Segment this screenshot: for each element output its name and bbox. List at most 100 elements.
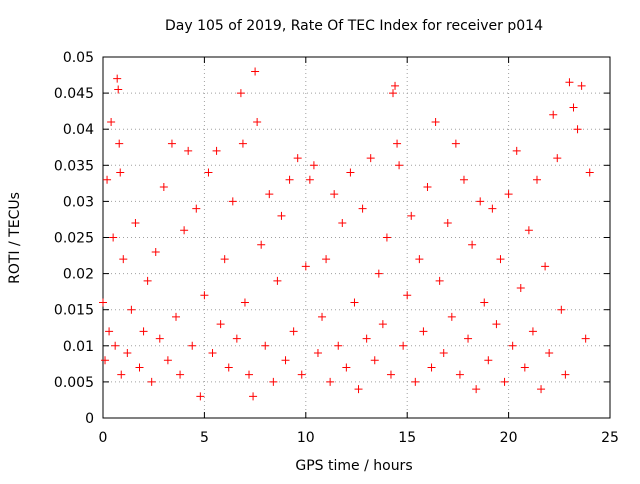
data-point: [236, 89, 245, 98]
data-point: [240, 298, 249, 307]
data-point: [585, 168, 594, 177]
data-point: [261, 341, 270, 350]
data-point: [451, 139, 460, 148]
data-point: [459, 175, 468, 184]
data-point: [155, 334, 164, 343]
data-point: [117, 370, 126, 379]
data-point: [370, 356, 379, 365]
x-tick-label: 25: [601, 430, 619, 446]
data-point: [573, 125, 582, 134]
data-point: [557, 305, 566, 314]
data-point: [212, 146, 221, 155]
data-point: [123, 349, 132, 358]
data-point: [176, 370, 185, 379]
data-point: [528, 327, 537, 336]
data-point: [188, 341, 197, 350]
data-point: [492, 320, 501, 329]
data-point: [318, 312, 327, 321]
y-tick-label: 0: [85, 411, 94, 427]
data-point: [163, 356, 172, 365]
data-point: [569, 103, 578, 112]
data-point: [447, 312, 456, 321]
data-point: [411, 377, 420, 386]
data-point: [480, 298, 489, 307]
data-point: [119, 255, 128, 264]
data-point: [484, 356, 493, 365]
data-point: [103, 175, 112, 184]
data-point: [338, 219, 347, 228]
data-point: [115, 139, 124, 148]
chart-title: Day 105 of 2019, Rate Of TEC Index for r…: [165, 18, 543, 34]
data-point: [101, 356, 110, 365]
data-point: [131, 219, 140, 228]
data-point: [545, 349, 554, 358]
data-point: [273, 276, 282, 285]
data-point: [508, 341, 517, 350]
y-tick-label: 0.035: [54, 158, 94, 174]
data-point: [139, 327, 148, 336]
data-point: [541, 262, 550, 271]
data-point: [415, 255, 424, 264]
y-axis-label: ROTI / TECUs: [7, 192, 23, 284]
data-point: [167, 139, 176, 148]
data-point: [354, 385, 363, 394]
data-point: [386, 370, 395, 379]
axes: 0 5 10 15 20 25 0 0.005 0.01 0.015 0.02 0.025 0.03 0.…: [54, 50, 619, 446]
data-point: [403, 291, 412, 300]
x-tick-label: 10: [297, 430, 315, 446]
data-point: [257, 240, 266, 249]
x-tick-label: 5: [200, 430, 209, 446]
data-point: [281, 356, 290, 365]
data-point: [297, 370, 306, 379]
data-point: [326, 377, 335, 386]
data-point: [407, 211, 416, 220]
data-point: [113, 74, 122, 83]
data-point: [309, 161, 318, 170]
data-point: [135, 363, 144, 372]
data-point: [111, 341, 120, 350]
data-point: [151, 247, 160, 256]
data-point: [443, 219, 452, 228]
data-point: [204, 168, 213, 177]
data-point: [366, 154, 375, 163]
data-point: [330, 190, 339, 199]
data-point: [464, 334, 473, 343]
data-point: [378, 320, 387, 329]
data-points: [99, 67, 594, 401]
data-point: [358, 204, 367, 213]
data-point: [208, 349, 217, 358]
data-point: [374, 269, 383, 278]
y-tick-label: 0.005: [54, 375, 94, 391]
data-point: [127, 305, 136, 314]
data-point: [172, 312, 181, 321]
data-point: [253, 117, 262, 126]
data-point: [251, 67, 260, 76]
data-point: [269, 377, 278, 386]
data-point: [99, 298, 107, 307]
data-point: [419, 327, 428, 336]
data-point: [196, 392, 205, 401]
data-point: [228, 197, 237, 206]
data-point: [232, 334, 241, 343]
data-point: [346, 168, 355, 177]
data-point: [439, 349, 448, 358]
data-point: [431, 117, 440, 126]
data-point: [427, 363, 436, 372]
data-point: [581, 334, 590, 343]
data-point: [393, 139, 402, 148]
grid: [103, 57, 610, 418]
data-point: [561, 370, 570, 379]
data-point: [389, 89, 398, 98]
data-point: [553, 154, 562, 163]
data-point: [322, 255, 331, 264]
data-point: [301, 262, 310, 271]
data-point: [455, 370, 464, 379]
y-tick-label: 0.01: [63, 339, 94, 355]
data-point: [180, 226, 189, 235]
data-point: [350, 298, 359, 307]
data-point: [216, 320, 225, 329]
data-point: [109, 233, 118, 242]
data-point: [342, 363, 351, 372]
data-point: [159, 182, 168, 191]
